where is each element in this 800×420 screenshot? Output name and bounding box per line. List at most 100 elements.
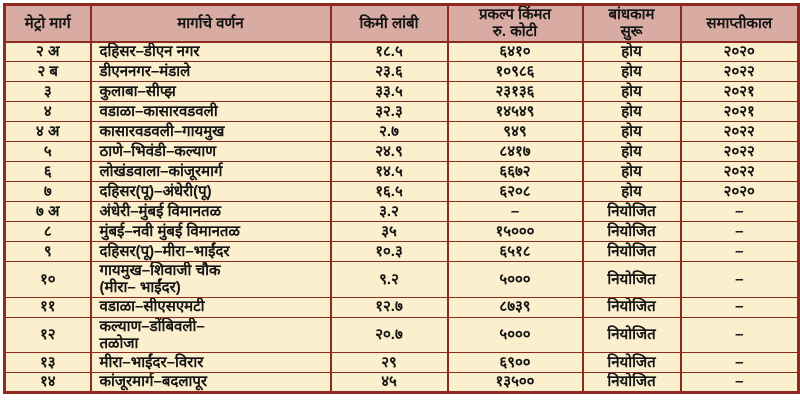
cell-completion-year: – [679,296,800,318]
cell-completion-year: २०२० [679,41,800,62]
cell-completion-year: २०२२ [679,121,800,142]
table-row: २ ब डीएननगर–मंडाले २३.६ १०९८६ होय २०२२ [3,61,800,82]
cell-completion-year: – [679,241,800,262]
cell-line-number: ७ [3,181,92,202]
cell-length-km: ३५ [329,221,449,242]
cell-cost-crore: ९४९ [446,121,584,142]
cell-cost-crore: १५००० [446,221,584,242]
cell-route-description: गायमुख–शिवाजी चौक (मीरा– भाईंदर) [89,261,332,298]
cell-construction-status: होय [581,181,682,202]
cell-length-km: ९.२ [329,261,449,298]
cell-completion-year: – [679,352,800,373]
cell-line-number: १० [3,261,92,298]
table-row: ५ ठाणे–भिवंडी–कल्याण २४.९ ८४१७ होय २०२२ [3,141,800,162]
cell-construction-status: नियोजित [581,352,682,373]
cell-construction-status: नियोजित [581,261,682,298]
cell-route-description: कांजूरमार्ग–बदलापूर [89,372,332,393]
cell-line-number: १३ [3,352,92,373]
cell-completion-year: – [679,316,800,353]
cell-line-number: ४ अ [3,121,92,142]
col-header-project-cost: प्रकल्प किंमत रु. कोटी [446,3,584,43]
cell-cost-crore: – [446,201,584,222]
cell-length-km: २९ [329,352,449,373]
cell-completion-year: २०२२ [679,61,800,82]
cell-route-description: वडाळा–सीएसएमटी [89,296,332,318]
cell-length-km: १६.५ [329,181,449,202]
table-row: ४ अ कासारवडवली–गायमुख २.७ ९४९ होय २०२२ [3,121,800,142]
cell-construction-status: नियोजित [581,221,682,242]
cell-cost-crore: ५००० [446,261,584,298]
cell-completion-year: – [679,221,800,242]
cell-route-description: ठाणे–भिवंडी–कल्याण [89,141,332,162]
cell-route-description: कासारवडवली–गायमुख [89,121,332,142]
cell-completion-year: – [679,261,800,298]
cell-cost-crore: १३५०० [446,372,584,393]
cell-construction-status: नियोजित [581,372,682,393]
cell-route-description: मीरा–भाईंदर–विरार [89,352,332,373]
cell-line-number: ११ [3,296,92,318]
cell-line-number: ७ अ [3,201,92,222]
cell-completion-year: – [679,372,800,393]
cell-length-km: ३.२ [329,201,449,222]
cell-route-description: कल्याण–डोंबिवली– तळोजा [89,316,332,353]
cell-route-description: कुलाबा–सीप्झ [89,81,332,102]
cell-length-km: १८.५ [329,41,449,62]
cell-length-km: १२.७ [329,296,449,318]
cell-construction-status: होय [581,121,682,142]
cell-length-km: १४.५ [329,161,449,182]
table-row: ४ वडाळा–कासारवडवली ३२.३ १४५४९ होय २०२१ [3,101,800,122]
cell-length-km: ३२.३ [329,101,449,122]
cell-route-description: दहिसर(पू)–मीरा–भाईंदर [89,241,332,262]
cell-construction-status: नियोजित [581,201,682,222]
cell-cost-crore: ८७३९ [446,296,584,318]
cell-line-number: १४ [3,372,92,393]
cell-line-number: २ अ [3,41,92,62]
table-row: १२ कल्याण–डोंबिवली– तळोजा २०.७ ५००० नियोजित – [3,316,800,353]
cell-length-km: ४५ [329,372,449,393]
col-header-construction-started: बांधकाम सुरू [581,3,682,43]
cell-cost-crore: ८४१७ [446,141,584,162]
table-row: ७ दहिसर(पू)–अंधेरी(पू) १६.५ ६२०८ होय २०२० [3,181,800,202]
cell-line-number: ६ [3,161,92,182]
cell-completion-year: २०२१ [679,101,800,122]
col-header-route-description: मार्गाचे वर्णन [89,3,332,43]
cell-cost-crore: १०९८६ [446,61,584,82]
cell-route-description: अंधेरी–मुंबई विमानतळ [89,201,332,222]
table-body: २ अ दहिसर–डीएन नगर १८.५ ६४१० होय २०२० २ ब डीएनन… [3,41,800,393]
table-row: १४ कांजूरमार्ग–बदलापूर ४५ १३५०० नियोजित – [3,372,800,393]
cell-construction-status: होय [581,101,682,122]
cell-length-km: ३३.५ [329,81,449,102]
cell-line-number: ४ [3,101,92,122]
cell-construction-status: नियोजित [581,241,682,262]
cell-route-description: लोखंडवाला–कांजूरमार्ग [89,161,332,182]
cell-line-number: ८ [3,221,92,242]
table-row: १३ मीरा–भाईंदर–विरार २९ ६९०० नियोजित – [3,352,800,373]
cell-route-description: वडाळा–कासारवडवली [89,101,332,122]
cell-cost-crore: २३१३६ [446,81,584,102]
cell-cost-crore: १४५४९ [446,101,584,122]
cell-construction-status: नियोजित [581,316,682,353]
cell-route-description: मुंबई–नवी मुंबई विमानतळ [89,221,332,242]
cell-line-number: ९ [3,241,92,262]
cell-length-km: २३.६ [329,61,449,82]
cell-line-number: ३ [3,81,92,102]
metro-lines-table: मेट्रो मार्ग मार्गाचे वर्णन किमी लांबी प… [3,3,800,394]
table-header: मेट्रो मार्ग मार्गाचे वर्णन किमी लांबी प… [3,3,800,43]
cell-completion-year: २०२२ [679,141,800,162]
table-row: ९ दहिसर(पू)–मीरा–भाईंदर १०.३ ६५१८ नियोजित – [3,241,800,262]
table-row: ६ लोखंडवाला–कांजूरमार्ग १४.५ ६६७२ होय २०२२ [3,161,800,182]
table-container: मेट्रो मार्ग मार्गाचे वर्णन किमी लांबी प… [3,3,800,394]
cell-route-description: डीएननगर–मंडाले [89,61,332,82]
cell-construction-status: होय [581,61,682,82]
cell-construction-status: नियोजित [581,296,682,318]
cell-cost-crore: ६२०८ [446,181,584,202]
cell-line-number: १२ [3,316,92,353]
table-row: १० गायमुख–शिवाजी चौक (मीरा– भाईंदर) ९.२ ५००… [3,261,800,298]
cell-route-description: दहिसर–डीएन नगर [89,41,332,62]
cell-completion-year: – [679,201,800,222]
table-row: ७ अ अंधेरी–मुंबई विमानतळ ३.२– नियोजित – [3,201,800,222]
cell-construction-status: होय [581,161,682,182]
table-row: ११ वडाळा–सीएसएमटी १२.७ ८७३९ नियोजित – [3,296,800,318]
cell-construction-status: होय [581,141,682,162]
cell-length-km: २०.७ [329,316,449,353]
